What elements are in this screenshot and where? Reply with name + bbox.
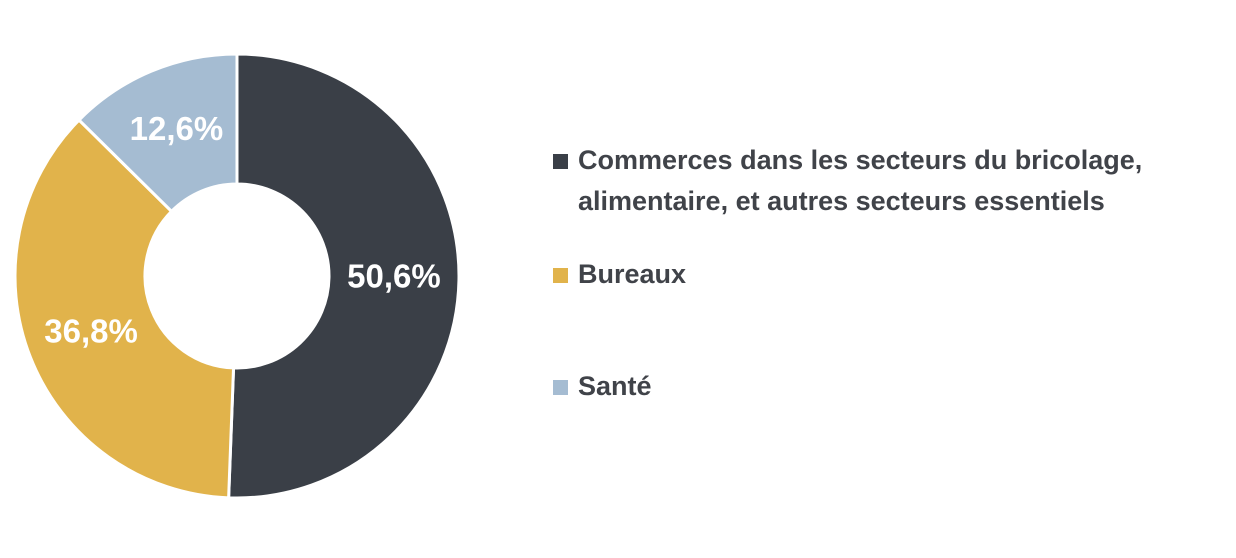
donut-slice: [13, 117, 236, 500]
legend-swatch: [553, 154, 568, 169]
legend-item: Commerces dans les secteurs du bricolage…: [553, 140, 1213, 222]
data-label: 12,6%: [130, 110, 224, 147]
legend-label: Bureaux: [578, 259, 687, 289]
legend-item: Santé: [553, 366, 1213, 407]
donut-slice: [76, 52, 239, 214]
chart: 50,6% 36,8% 12,6%: [13, 52, 461, 500]
legend-label: Commerces dans les secteurs du bricolage…: [578, 145, 1143, 216]
legend-swatch: [553, 380, 568, 395]
legend-label: Santé: [578, 371, 652, 401]
data-label: 36,8%: [44, 313, 138, 350]
donut-slice: [227, 52, 461, 500]
legend-swatch: [553, 268, 568, 283]
legend-item: Bureaux: [553, 254, 1213, 295]
data-label: 50,6%: [347, 258, 441, 295]
